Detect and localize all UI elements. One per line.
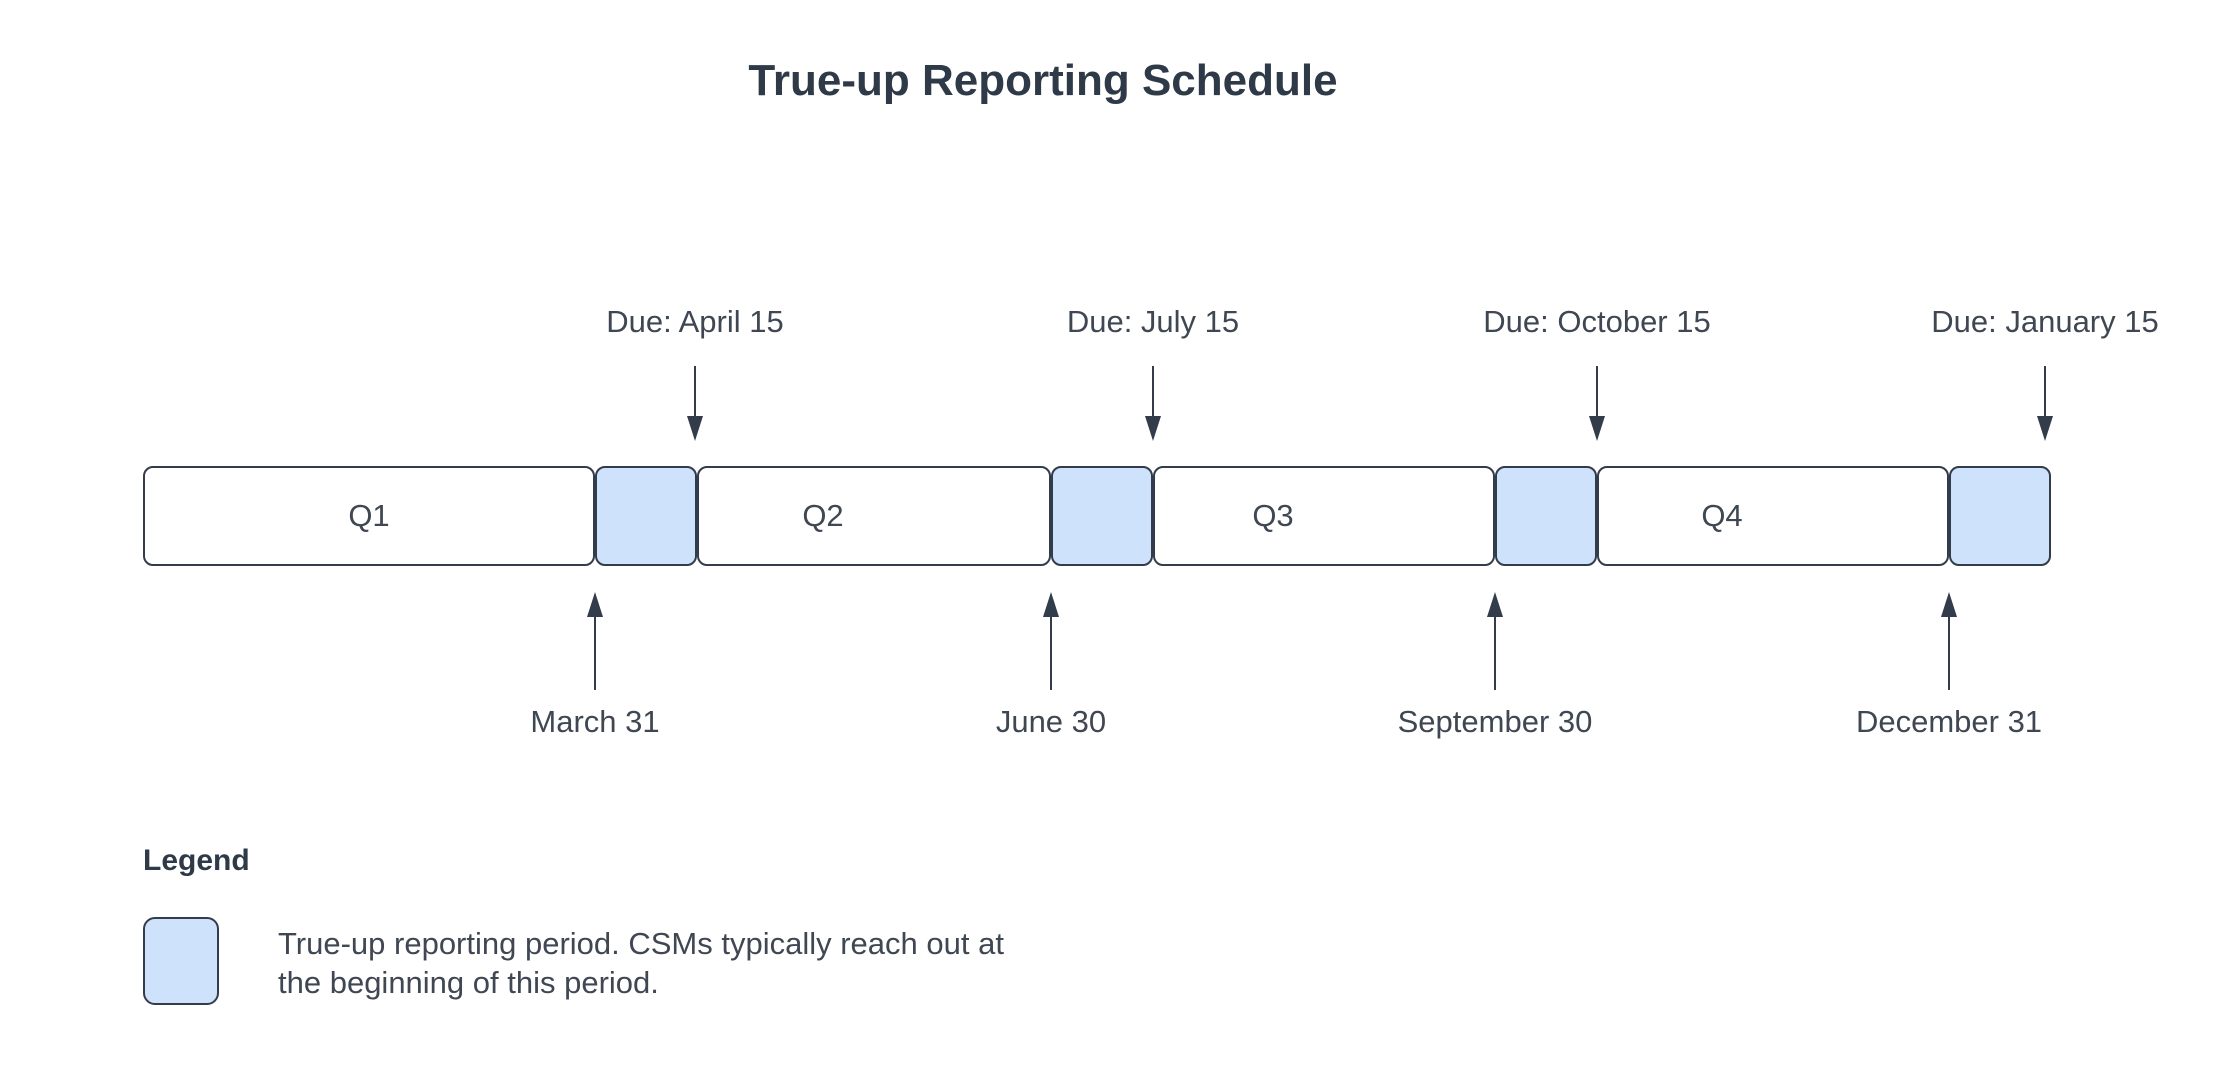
legend-description-line-2: the beginning of this period. [278, 965, 659, 1000]
legend-description-line-1: True-up reporting period. CSMs typically… [278, 926, 1004, 961]
quarter-label-q4: Q4 [1701, 498, 1743, 533]
reporting-period-box-q4 [1949, 466, 2051, 566]
quarter-box-q4 [1597, 466, 1949, 566]
quarter-label-q3: Q3 [1252, 498, 1294, 533]
due-date-label-january: Due: January 15 [1931, 304, 2159, 339]
quarter-end-label-september: September 30 [1397, 704, 1593, 739]
quarter-label-q2: Q2 [802, 498, 844, 533]
quarter-box-q1 [143, 466, 595, 566]
due-date-label-july: Due: July 15 [1066, 304, 1240, 339]
due-date-label-april: Due: April 15 [606, 304, 784, 339]
reporting-period-box-q2 [1051, 466, 1153, 566]
quarter-label-q1: Q1 [348, 498, 390, 533]
quarter-box-q2 [697, 466, 1051, 566]
quarter-end-label-march: March 31 [530, 704, 660, 739]
legend-description: True-up reporting period. CSMs typically… [278, 924, 1004, 1002]
quarter-end-label-december: December 31 [1855, 704, 2043, 739]
quarter-box-q3 [1153, 466, 1495, 566]
reporting-period-box-q1 [595, 466, 697, 566]
legend-swatch-reporting-period [143, 917, 219, 1005]
page-title: True-up Reporting Schedule [748, 56, 1338, 105]
legend-title: Legend [143, 844, 250, 877]
quarter-end-label-june: June 30 [995, 704, 1107, 739]
reporting-period-box-q3 [1495, 466, 1597, 566]
due-date-label-october: Due: October 15 [1483, 304, 1711, 339]
